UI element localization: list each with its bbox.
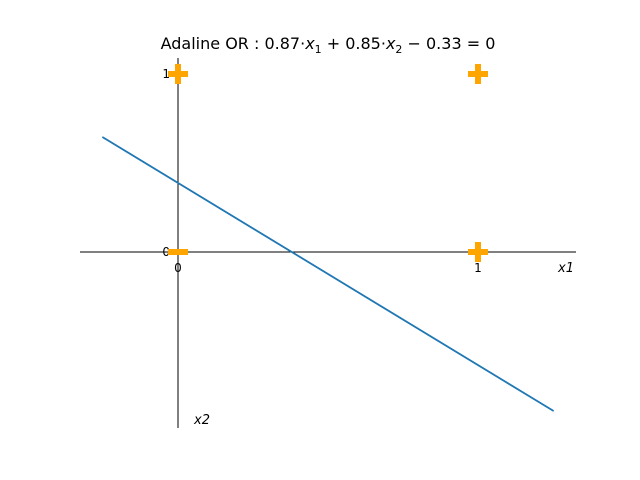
plus-marker [468, 242, 488, 262]
markers [168, 64, 488, 262]
title-suffix: − 0.33 = 0 [402, 34, 495, 53]
y-axis-label: x2 [193, 413, 210, 428]
y-tick-label: 0 [162, 245, 170, 259]
title-prefix: Adaline OR : 0.87· [161, 34, 306, 53]
chart-title: Adaline OR : 0.87·x1 + 0.85·x2 − 0.33 = … [161, 34, 496, 56]
minus-marker [168, 249, 188, 255]
x-axis-label: x1 [557, 261, 574, 276]
plus-marker [168, 64, 188, 84]
plus-marker [468, 64, 488, 84]
title-mid: + 0.85· [322, 34, 386, 53]
x-tick-label: 0 [174, 261, 182, 275]
y-tick-label: 1 [162, 67, 170, 81]
decision-boundary-line [102, 136, 554, 412]
title-sub-1: 1 [315, 43, 322, 56]
plot-line-group [102, 136, 554, 412]
title-var-1: x [304, 34, 315, 53]
title-var-2: x [385, 34, 396, 53]
ticks: 0 1 0 1 [162, 67, 481, 275]
title-sub-2: 2 [395, 43, 402, 56]
x-tick-label: 1 [474, 261, 482, 275]
